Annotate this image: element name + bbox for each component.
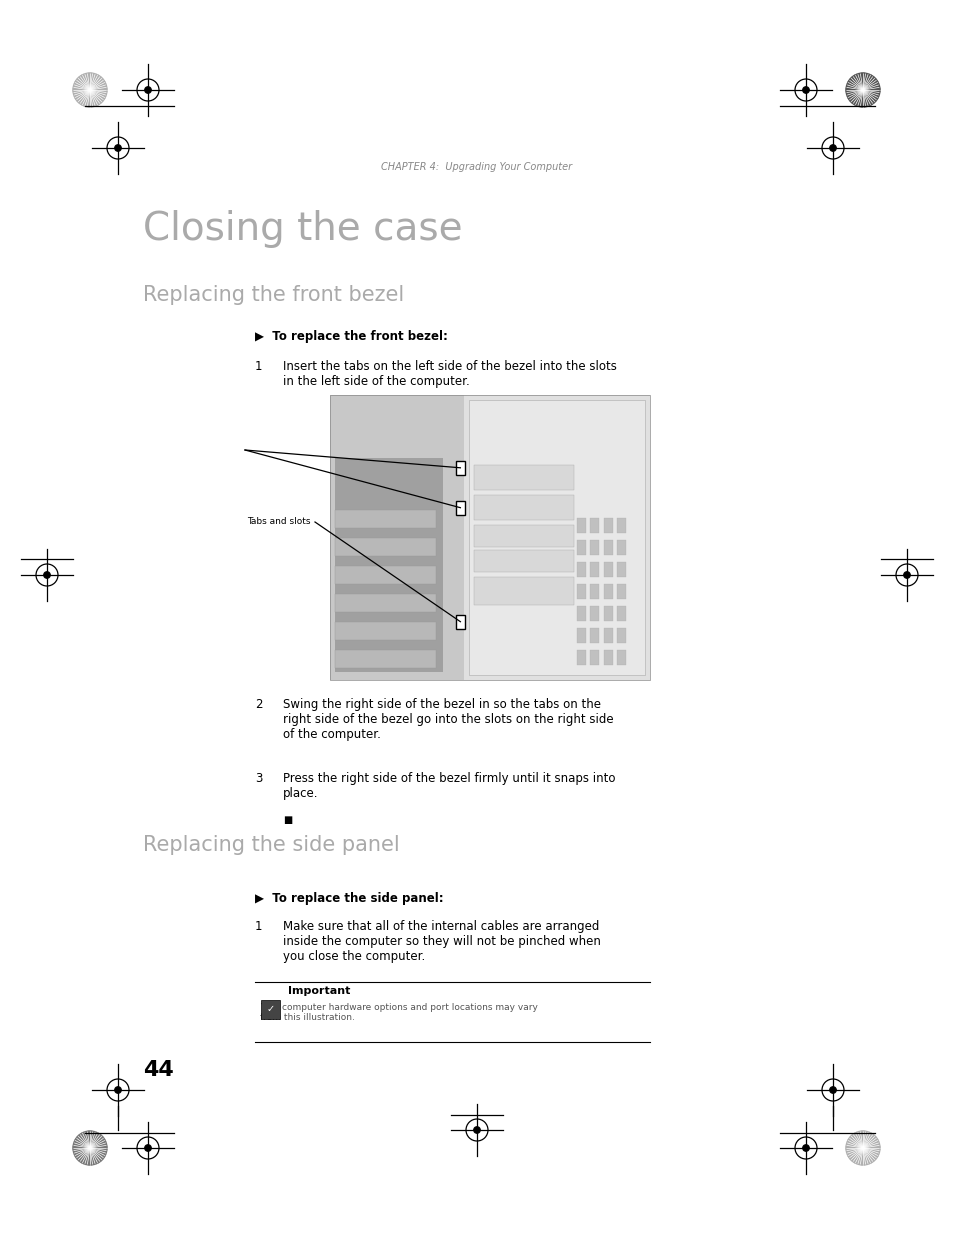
Circle shape [829, 144, 836, 151]
Bar [590, 629, 598, 643]
Text: Replacing the side panel: Replacing the side panel [143, 835, 399, 855]
Bar [456, 500, 465, 515]
Bar [335, 538, 436, 556]
Circle shape [114, 1087, 121, 1093]
Circle shape [845, 73, 879, 107]
Bar [617, 629, 625, 643]
Text: 2: 2 [254, 698, 262, 711]
Text: Insert the tabs on the left side of the bezel into the slots
in the left side of: Insert the tabs on the left side of the … [283, 359, 617, 388]
Bar [603, 540, 612, 555]
Bar [474, 577, 573, 605]
Bar [603, 584, 612, 599]
Text: Press the right side of the bezel firmly until it snaps into
place.: Press the right side of the bezel firmly… [283, 772, 615, 800]
Bar [603, 606, 612, 621]
Text: 44: 44 [143, 1060, 173, 1079]
Circle shape [73, 73, 107, 107]
Bar [474, 525, 573, 547]
Bar [577, 562, 585, 577]
Circle shape [845, 1131, 879, 1165]
Bar [590, 517, 598, 534]
Bar [577, 629, 585, 643]
Bar [474, 466, 573, 490]
Bar [456, 461, 465, 474]
Bar [617, 517, 625, 534]
Circle shape [802, 86, 808, 93]
Circle shape [902, 572, 909, 578]
Circle shape [44, 572, 51, 578]
Text: ■: ■ [283, 815, 292, 825]
Text: ▶  To replace the side panel:: ▶ To replace the side panel: [254, 892, 443, 905]
Circle shape [145, 1145, 151, 1151]
Bar [330, 395, 464, 680]
Bar [261, 999, 280, 1019]
Text: 1: 1 [254, 359, 262, 373]
Bar [577, 650, 585, 664]
Text: Replacing the front bezel: Replacing the front bezel [143, 285, 404, 305]
Bar [577, 606, 585, 621]
Bar [603, 650, 612, 664]
Bar [577, 517, 585, 534]
Circle shape [829, 1087, 836, 1093]
Text: ▶  To replace the front bezel:: ▶ To replace the front bezel: [254, 330, 447, 343]
Text: 1: 1 [254, 920, 262, 932]
Bar [330, 395, 649, 680]
Bar [330, 395, 649, 680]
Bar [335, 458, 442, 672]
Text: 3: 3 [254, 772, 262, 785]
Bar [577, 584, 585, 599]
Bar [335, 566, 436, 584]
Circle shape [802, 1145, 808, 1151]
Bar [603, 517, 612, 534]
Text: Swing the right side of the bezel in so the tabs on the
right side of the bezel : Swing the right side of the bezel in so … [283, 698, 613, 741]
Circle shape [114, 144, 121, 151]
Bar [603, 562, 612, 577]
Bar [577, 540, 585, 555]
Bar [590, 606, 598, 621]
Text: Tabs and slots: Tabs and slots [247, 517, 310, 526]
Text: ✓: ✓ [266, 1004, 274, 1014]
Bar [617, 606, 625, 621]
Bar [469, 400, 644, 676]
Bar [456, 615, 465, 629]
Bar [474, 550, 573, 572]
Text: Closing the case: Closing the case [143, 210, 462, 248]
Circle shape [73, 1131, 107, 1165]
Bar [603, 629, 612, 643]
Bar [335, 510, 436, 529]
Bar [590, 540, 598, 555]
Circle shape [145, 86, 151, 93]
Bar [335, 594, 436, 613]
Bar [617, 650, 625, 664]
Bar [335, 650, 436, 668]
Bar [590, 584, 598, 599]
Bar [617, 540, 625, 555]
Bar [474, 495, 573, 520]
Bar [617, 562, 625, 577]
Circle shape [474, 1126, 479, 1134]
Text: Important: Important [288, 986, 350, 995]
Text: Your computer hardware options and port locations may vary
from this illustratio: Your computer hardware options and port … [260, 1003, 537, 1023]
Text: Make sure that all of the internal cables are arranged
inside the computer so th: Make sure that all of the internal cable… [283, 920, 600, 963]
Bar [617, 584, 625, 599]
Bar [590, 562, 598, 577]
Bar [335, 622, 436, 640]
Text: CHAPTER 4:  Upgrading Your Computer: CHAPTER 4: Upgrading Your Computer [381, 162, 572, 172]
Bar [590, 650, 598, 664]
